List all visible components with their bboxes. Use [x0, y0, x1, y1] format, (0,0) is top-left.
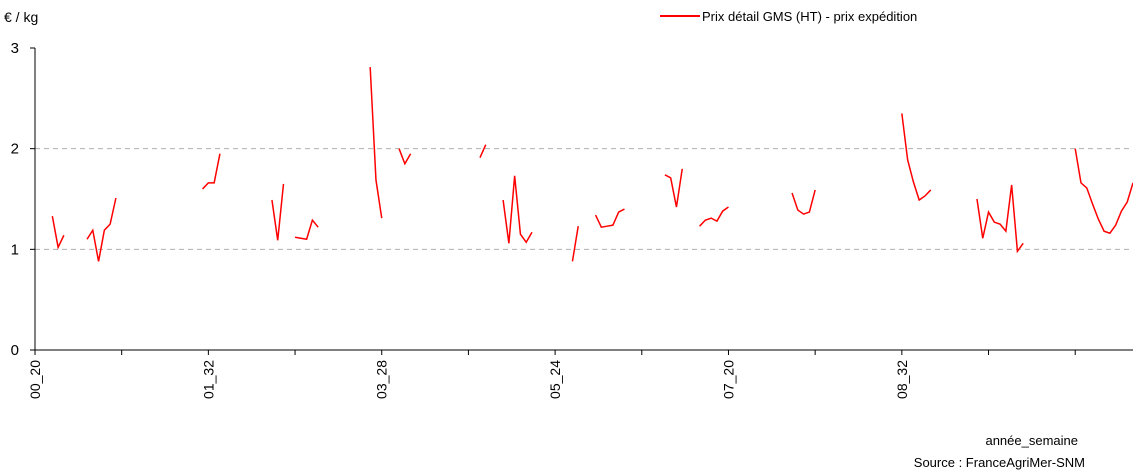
y-tick-label: 0: [11, 342, 19, 359]
x-tick-label: 07_20: [720, 360, 736, 399]
y-axis-label: € / kg: [4, 9, 38, 25]
x-tick-label: 03_28: [374, 360, 390, 399]
series-line: [51, 67, 1133, 262]
y-tick-label: 2: [11, 141, 19, 158]
x-tick-label: 00_20: [27, 360, 43, 399]
source-note: Source : FranceAgriMer-SNM: [914, 455, 1085, 470]
x-axis-label: année_semaine: [985, 433, 1078, 448]
y-tick-label: 3: [11, 40, 19, 57]
x-tick-label: 08_32: [894, 360, 910, 399]
x-tick-label: 01_32: [200, 360, 216, 399]
x-tick-label: 05_24: [547, 360, 563, 399]
legend-label: Prix détail GMS (HT) - prix expédition: [702, 9, 917, 24]
y-tick-label: 1: [11, 241, 19, 258]
